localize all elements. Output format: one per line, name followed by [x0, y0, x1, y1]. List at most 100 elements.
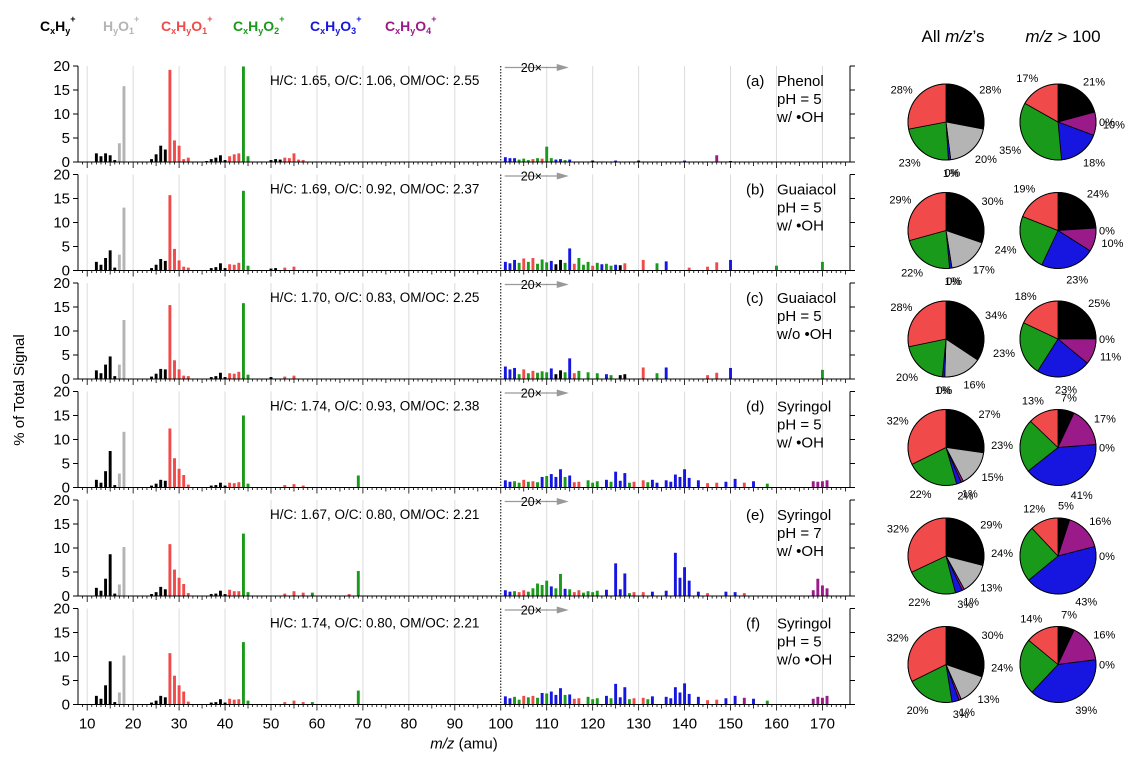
bar-mz-125 — [614, 683, 618, 705]
x-tick-label: 80 — [401, 716, 418, 733]
bar-mz-43 — [237, 153, 241, 162]
y-tick-label: 5 — [62, 130, 70, 147]
bar-mz-123 — [605, 589, 608, 596]
bar-mz-115 — [568, 694, 572, 705]
panel-label: (d) — [746, 399, 764, 416]
bar-mz-101 — [503, 480, 507, 488]
bar-mz-37 — [209, 702, 213, 705]
bar-mz-56 — [297, 159, 301, 162]
legend-text: O — [415, 18, 426, 34]
bar-mz-42 — [232, 373, 236, 379]
pie-label: 35% — [999, 145, 1021, 157]
bar-mz-106 — [526, 160, 530, 162]
spectrum-panel: 0 5 10 15 20 H/C: 1.74, O/C: 0.93, OM/OC: 2.3… — [53, 384, 855, 497]
bar-mz-168 — [811, 481, 815, 488]
bar-mz-108 — [536, 583, 539, 596]
bar-mz-17 — [117, 473, 121, 488]
spectrum-panel: 0 5 10 15 20 H/C: 1.70, O/C: 0.83, OM/OC: 2.2… — [53, 275, 855, 388]
bar-mz-57 — [301, 592, 305, 596]
bar-mz-150 — [729, 259, 732, 271]
pie-label-zero: 0% — [1099, 660, 1115, 672]
legend-text: O — [191, 18, 202, 34]
pie-label: 3% — [957, 599, 973, 611]
y-tick-label: 20 — [53, 601, 70, 618]
bar-mz-119 — [586, 372, 590, 379]
pie-all-mz: 27% 15% 1%2% 22% 32% — [887, 409, 1004, 502]
y-tick-label: 10 — [53, 215, 70, 232]
bar-mz-125 — [614, 471, 618, 488]
bar-mz-26 — [159, 695, 163, 705]
pie-label-zero: 0% — [1099, 443, 1115, 455]
y-tick-label: 0 — [62, 480, 70, 497]
bar-mz-133 — [650, 696, 654, 705]
bar-mz-39 — [219, 372, 222, 379]
pie-label: 1% — [945, 276, 961, 288]
y-tick-label: 10 — [53, 540, 70, 557]
bar-mz-101 — [503, 261, 507, 271]
bar-mz-12 — [94, 479, 98, 488]
bar-mz-114 — [563, 694, 567, 705]
bar-mz-124 — [609, 375, 613, 379]
panel-label: (c) — [746, 290, 764, 307]
pie-all-mz: 34% 16% 0%1% 20% 28% — [890, 300, 1007, 397]
bar-mz-15 — [108, 155, 112, 162]
bar-mz-37 — [209, 485, 213, 488]
bar-mz-53 — [283, 702, 287, 705]
scale-note: 20× — [521, 604, 542, 618]
bar-mz-39 — [219, 482, 222, 488]
bar-mz-55 — [292, 266, 296, 271]
ph-label: pH = 5 — [777, 634, 822, 651]
bar-mz-42 — [232, 483, 236, 488]
pie-label: 1% — [935, 385, 951, 397]
bar-mz-24 — [150, 702, 153, 705]
y-tick-label: 15 — [53, 408, 70, 425]
bar-mz-136 — [664, 590, 668, 596]
legend-subscript: y — [186, 26, 191, 36]
bar-mz-27 — [163, 369, 167, 379]
y-tick-label: 10 — [53, 106, 70, 123]
bar-mz-112 — [554, 694, 558, 705]
y-tick-label: 20 — [53, 492, 70, 509]
bar-mz-43 — [237, 262, 241, 271]
pie-charts: 28%20%0%1%23%28%21%10%18%35%17%0%30%17%0… — [887, 73, 1125, 721]
bar-mz-120 — [591, 592, 595, 596]
bar-mz-13 — [99, 590, 103, 596]
oh-label: w/ •OH — [776, 109, 824, 126]
bar-mz-127 — [623, 573, 627, 596]
bar-mz-110 — [545, 372, 549, 379]
bar-mz-116 — [572, 592, 576, 596]
bar-mz-18 — [122, 207, 126, 271]
bar-mz-127 — [623, 687, 627, 705]
bar-mz-38 — [214, 267, 218, 271]
pie-label: 10% — [1101, 238, 1123, 250]
pie-label: 5% — [1058, 501, 1074, 513]
bar-mz-24 — [150, 485, 153, 488]
bar-mz-111 — [549, 586, 553, 596]
bar-mz-129 — [632, 481, 636, 488]
compound-label: Guaiacol — [777, 182, 836, 199]
bar-mz-168 — [811, 698, 815, 705]
bar-mz-51 — [274, 159, 278, 162]
bar-mz-121 — [595, 481, 599, 488]
pie-label: 20% — [896, 372, 918, 384]
bar-mz-127 — [623, 374, 627, 379]
bar-mz-105 — [522, 695, 526, 705]
bar-mz-138 — [673, 552, 677, 596]
pie-outline — [1019, 626, 1097, 703]
spectra-panels: 0 5 10 15 20 H/C: 1.65, O/C: 1.06, OM/OC: 2.5… — [53, 58, 855, 714]
bar-mz-45 — [246, 156, 250, 162]
spectrum-panel: 0 5 10 15 20 H/C: 1.65, O/C: 1.06, OM/OC: 2.5… — [53, 58, 855, 171]
legend-subscript: y — [113, 26, 118, 36]
x-tick-label: 110 — [535, 716, 559, 733]
bar-mz-32 — [186, 701, 190, 705]
bar-mz-57 — [301, 702, 305, 705]
bar-mz-44 — [241, 642, 245, 705]
bar-mz-15 — [108, 250, 112, 271]
pie-label: 28% — [891, 85, 913, 97]
bar-mz-40 — [223, 594, 227, 596]
bar-mz-24 — [150, 594, 153, 596]
bar-mz-103 — [513, 591, 516, 596]
y-tick-label: 10 — [53, 432, 70, 449]
bar-mz-140 — [683, 567, 687, 596]
bar-mz-43 — [237, 699, 241, 705]
